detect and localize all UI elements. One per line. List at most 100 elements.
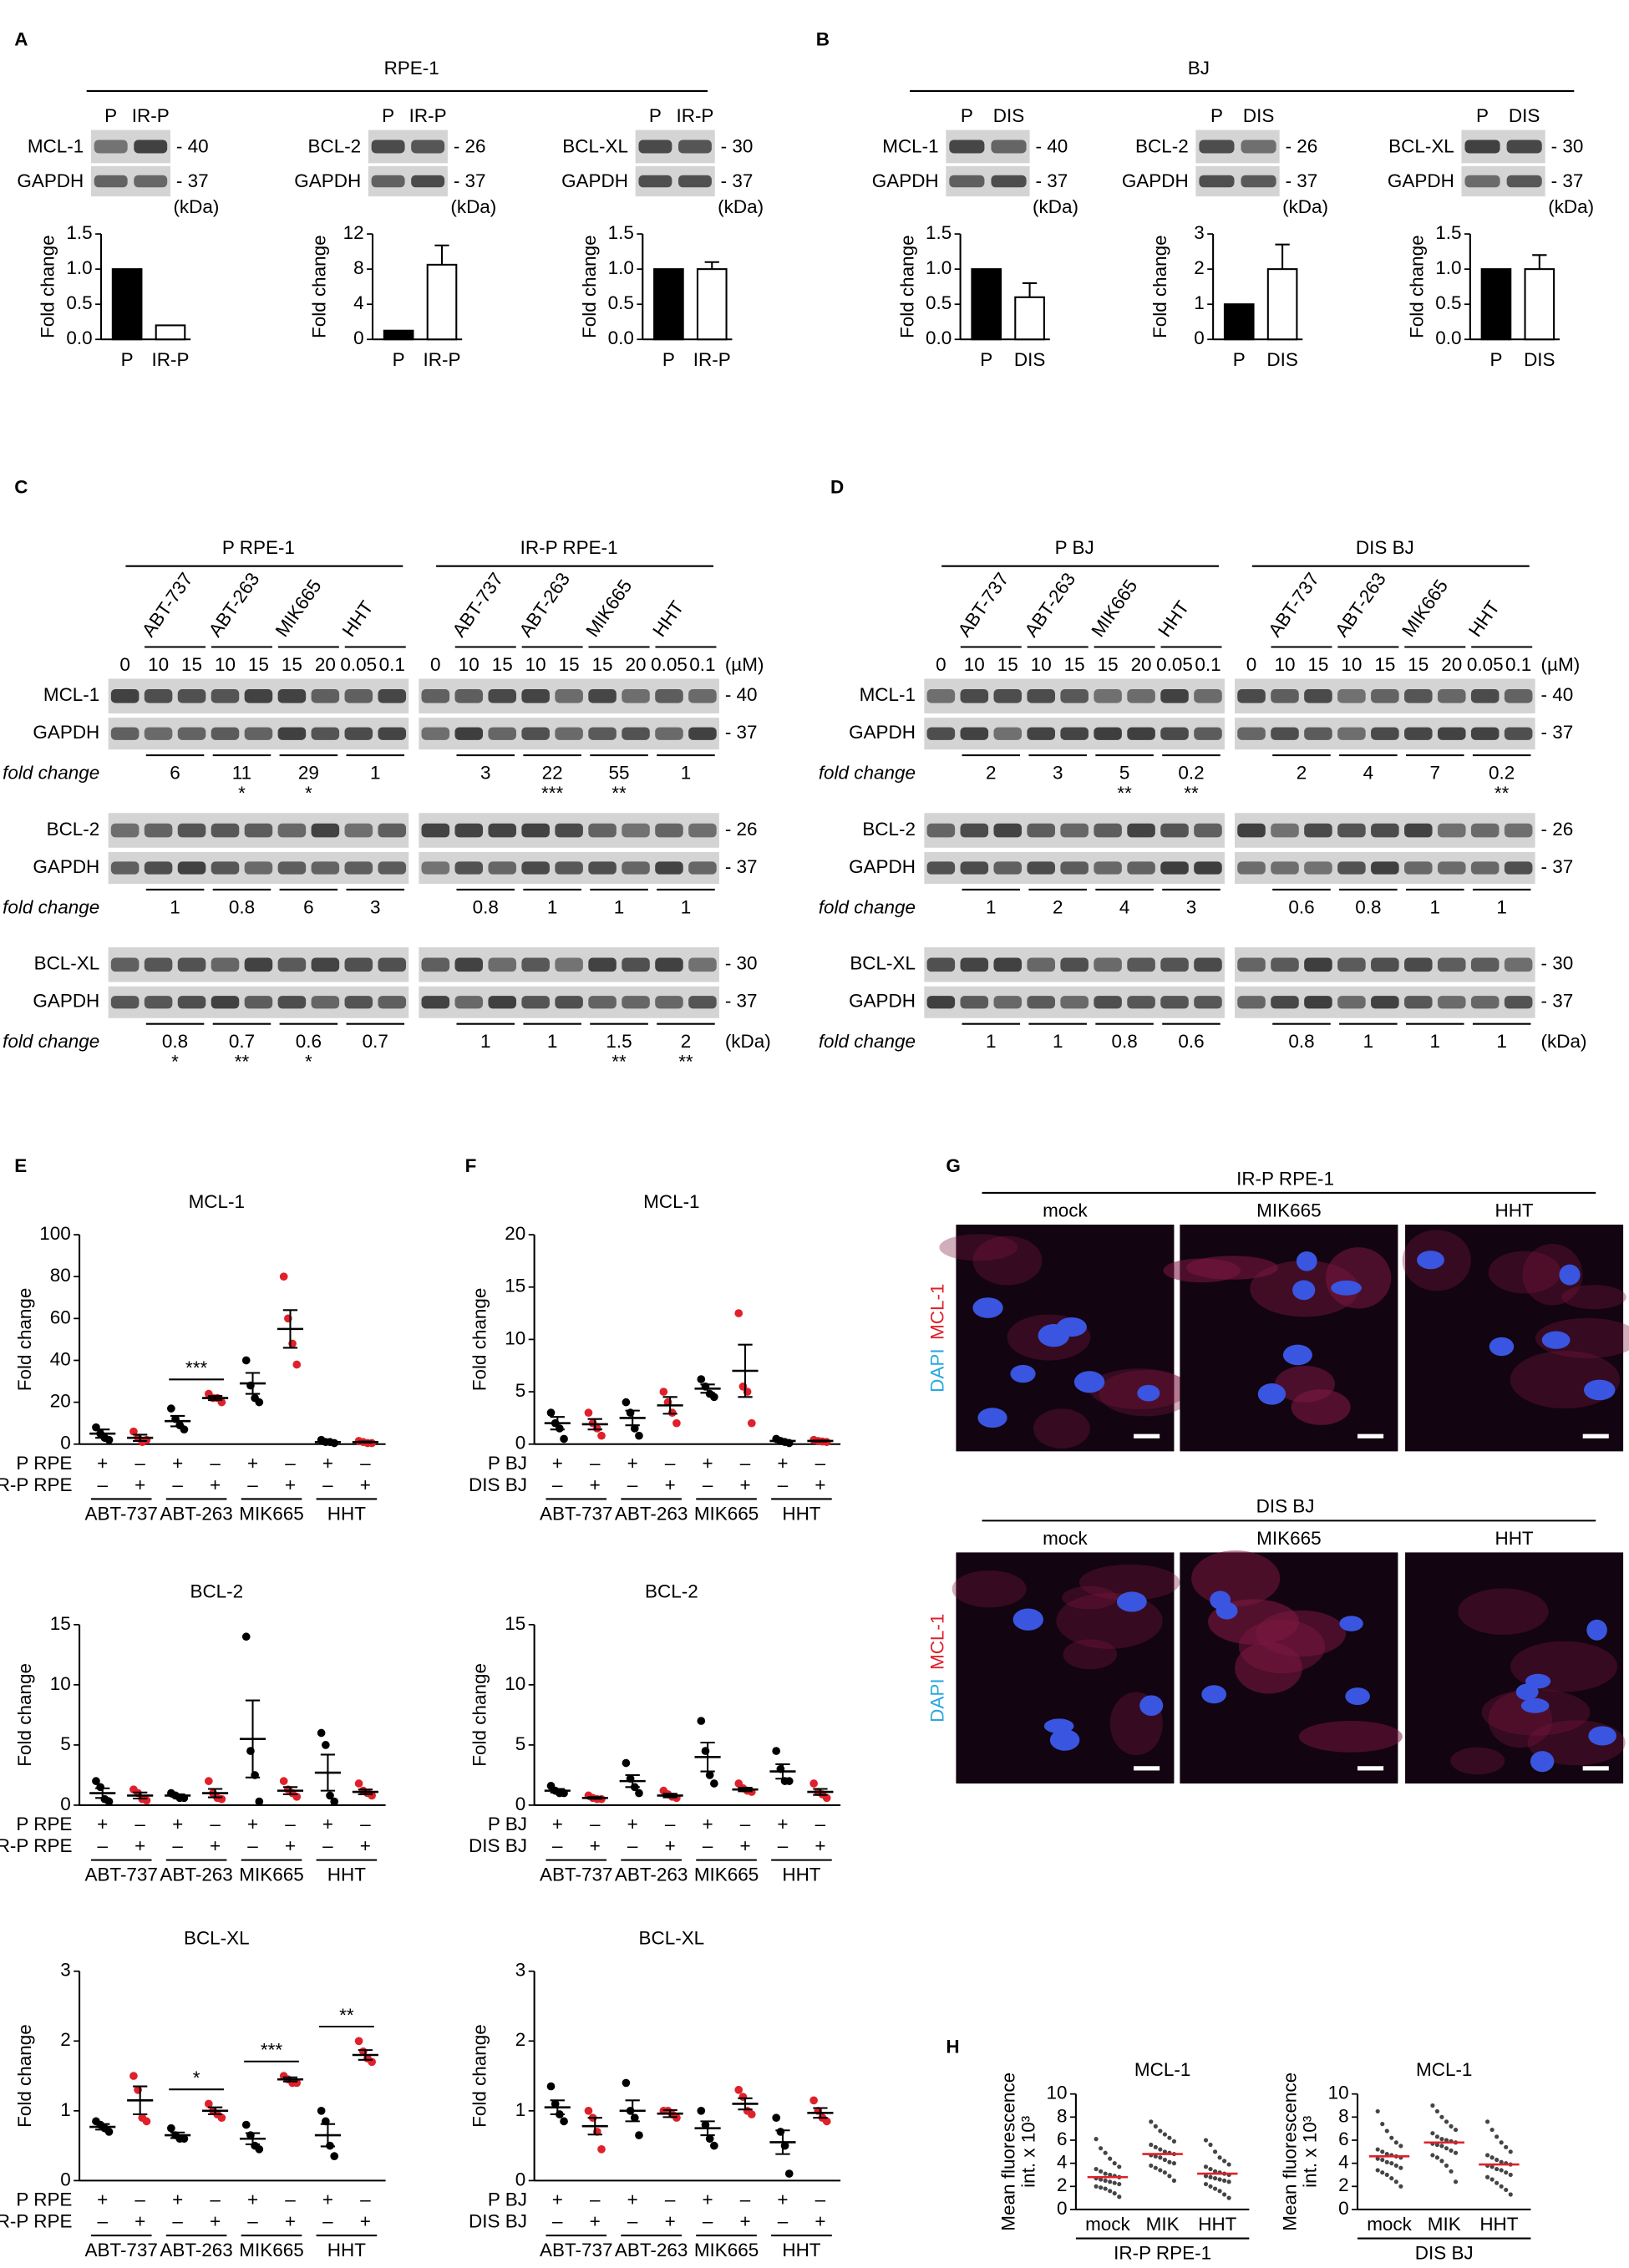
- sem-bar: [320, 1753, 336, 1792]
- fold-value: 0.8: [1355, 896, 1381, 917]
- sem-bar: [133, 1791, 148, 1800]
- sign: +: [172, 2189, 183, 2210]
- significance: *: [238, 783, 246, 804]
- drug-label: ABT-263: [205, 569, 264, 641]
- band: [638, 175, 672, 188]
- y-tick-label: 0: [515, 1433, 526, 1454]
- fold-value: 1: [370, 763, 381, 784]
- band: [555, 688, 583, 703]
- data-point: [1203, 2174, 1209, 2179]
- y-tick-label: 15: [505, 1276, 525, 1296]
- sign: –: [703, 1835, 713, 1856]
- band: [421, 823, 450, 838]
- band: [1304, 823, 1332, 838]
- sem-bar: [282, 1309, 298, 1349]
- data-point: [1489, 2127, 1495, 2133]
- band: [1199, 140, 1235, 154]
- data-point: [705, 1771, 714, 1779]
- row-label: IR-P RPE: [0, 1835, 72, 1856]
- kda-label: - 37: [1541, 991, 1574, 1012]
- band: [1160, 688, 1189, 703]
- data-point: [1094, 2184, 1099, 2189]
- protein-label: BCL-XL: [34, 953, 100, 974]
- data-point: [1108, 2172, 1113, 2178]
- protein-label: BCL-2: [47, 819, 100, 840]
- stain-name: MCL-1: [927, 1284, 948, 1340]
- band: [1271, 727, 1299, 740]
- data-point: [1380, 2170, 1385, 2175]
- sign: +: [627, 1453, 638, 1474]
- conc-label: 15: [1098, 654, 1119, 675]
- sign: –: [552, 1474, 563, 1495]
- data-point: [1375, 2108, 1380, 2114]
- band: [454, 823, 484, 838]
- data-point: [1217, 2189, 1222, 2194]
- kda-label: - 30: [721, 135, 754, 156]
- data-point: [204, 1777, 213, 1785]
- sem-bar: [245, 1372, 261, 1395]
- band: [94, 140, 128, 154]
- band: [211, 996, 240, 1009]
- sem-bar: [95, 2123, 110, 2131]
- protein-label: MCL-1: [860, 684, 916, 705]
- band: [144, 996, 173, 1009]
- significance: **: [235, 1051, 250, 1072]
- y-axis-label: Mean fluorescence: [997, 2073, 1018, 2231]
- conc-label: 20: [1131, 654, 1152, 675]
- y-tick-label: 0.0: [926, 327, 952, 348]
- band: [1271, 861, 1299, 875]
- band: [1271, 823, 1299, 838]
- y-axis-label: Fold change: [14, 1663, 35, 1767]
- sem-bar: [738, 1343, 753, 1398]
- band: [1504, 996, 1533, 1009]
- band: [411, 175, 445, 188]
- sem-bar: [587, 1796, 602, 1800]
- data-point: [1203, 2181, 1209, 2187]
- band: [110, 823, 140, 838]
- sem-bar: [625, 2099, 640, 2123]
- y-axis-label: Fold change: [469, 1663, 490, 1767]
- band: [378, 727, 407, 740]
- fold-value: 0.2: [1489, 763, 1515, 784]
- data-point: [1153, 2154, 1158, 2159]
- band: [949, 175, 985, 188]
- kda-unit: (kDa): [718, 196, 764, 217]
- band: [1094, 727, 1122, 740]
- band: [521, 823, 550, 838]
- band: [454, 957, 484, 972]
- nucleus: [1137, 1384, 1160, 1402]
- nucleus: [1012, 1608, 1043, 1631]
- kda-unit: (kDa): [450, 196, 496, 217]
- cell: [1256, 1610, 1347, 1657]
- conc-label: 10: [525, 654, 546, 675]
- band: [1060, 727, 1089, 740]
- fold-value: 0.6: [296, 1031, 322, 1052]
- data-point: [560, 1434, 568, 1444]
- sign: –: [627, 1474, 638, 1495]
- chart-title: BCL-2: [645, 1581, 698, 1602]
- nucleus: [1515, 1683, 1539, 1701]
- y-tick-label: 0: [60, 1794, 71, 1814]
- row-label: P RPE: [16, 1453, 72, 1474]
- band: [1271, 996, 1299, 1009]
- band: [1194, 727, 1222, 740]
- y-tick-label: 0: [60, 2169, 71, 2189]
- band: [311, 727, 340, 740]
- band: [688, 996, 717, 1009]
- x-tick-label: P: [393, 349, 405, 370]
- sign: +: [134, 1835, 145, 1856]
- sign: –: [247, 1474, 258, 1495]
- data-point: [1393, 2140, 1398, 2145]
- nucleus: [1043, 1718, 1074, 1734]
- data-point: [1117, 2164, 1122, 2169]
- conc-label: 15: [1374, 654, 1395, 675]
- data-point: [255, 2144, 264, 2154]
- sem-bar: [207, 2106, 223, 2116]
- band: [555, 727, 583, 740]
- band: [1470, 957, 1500, 972]
- conc-label: 10: [1341, 654, 1362, 675]
- x-tick-label: P: [980, 349, 992, 370]
- band: [960, 688, 989, 703]
- kda-label: - 37: [1541, 722, 1574, 743]
